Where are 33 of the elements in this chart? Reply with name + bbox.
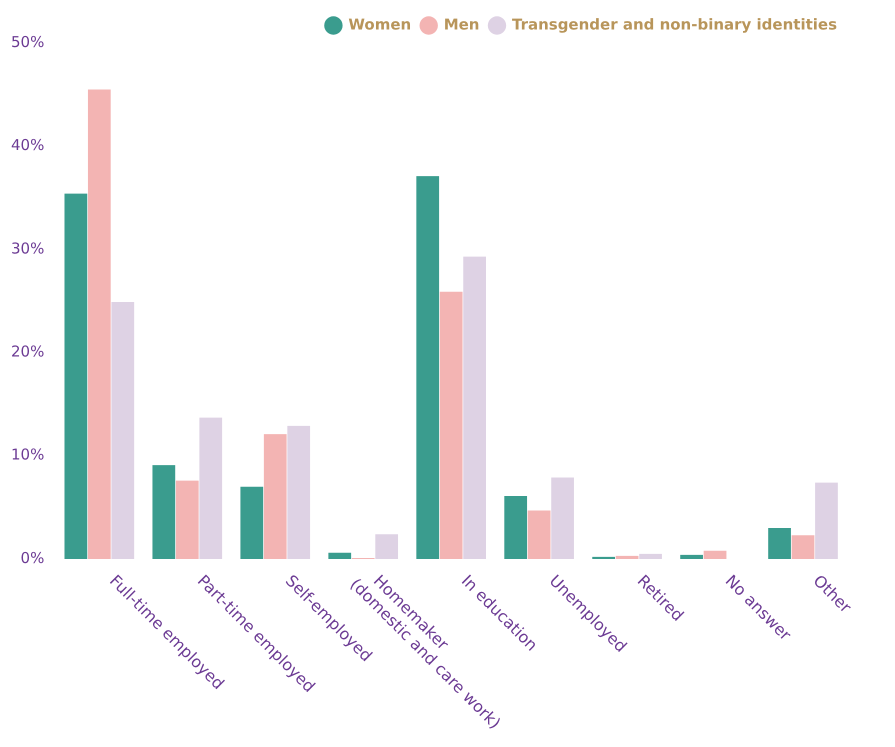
y-tick-label: 0%: [20, 548, 44, 567]
bar: [463, 256, 486, 559]
y-tick-label: 40%: [10, 136, 44, 154]
legend-label: Transgender and non-binary identities: [512, 15, 838, 34]
y-tick-label: 30%: [10, 239, 44, 258]
bar: [152, 465, 176, 559]
legend-label: Men: [444, 15, 480, 34]
bar: [551, 477, 574, 559]
bar: [440, 292, 463, 559]
bar: [528, 510, 551, 559]
bar: [768, 528, 791, 559]
bar: [416, 176, 440, 559]
bar: [287, 426, 310, 559]
bar: [328, 552, 352, 559]
bar: [264, 434, 287, 559]
y-tick-label: 10%: [10, 446, 44, 464]
bar: [240, 486, 264, 559]
bar: [64, 194, 88, 559]
bar: [792, 535, 814, 559]
y-tick-label: 20%: [10, 342, 44, 360]
bar: [375, 534, 398, 559]
y-tick-label: 50%: [10, 32, 44, 51]
bar: [815, 482, 838, 559]
bar: [504, 496, 528, 559]
bar: [88, 89, 111, 559]
bar: [176, 480, 199, 559]
bar: [111, 302, 134, 559]
bar: [704, 550, 726, 559]
legend-label: Women: [348, 15, 412, 34]
bar: [680, 554, 703, 559]
bar: [639, 554, 662, 559]
bar: [616, 556, 638, 559]
bar: [199, 418, 222, 559]
